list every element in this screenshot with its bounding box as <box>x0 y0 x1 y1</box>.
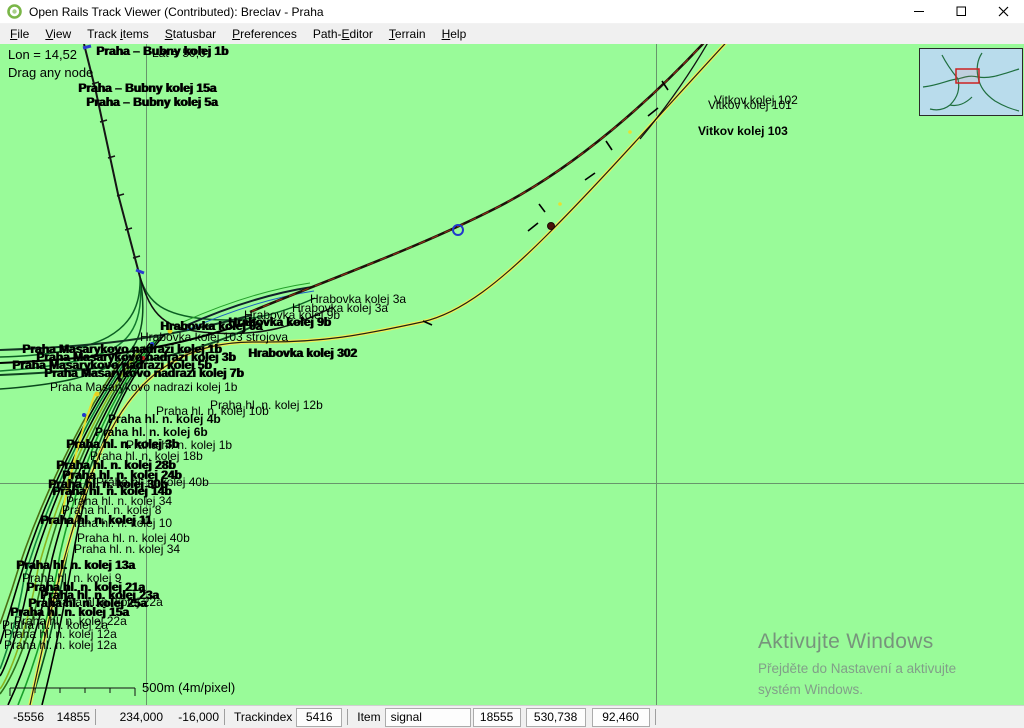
menu-item-preferences[interactable]: Preferences <box>232 27 297 41</box>
tile-grid <box>0 44 1024 705</box>
minimize-button[interactable] <box>898 0 940 24</box>
menu-bar: File View Track items Statusbar Preferences P… <box>0 24 1024 44</box>
location-x-value: 234,000 <box>119 710 163 724</box>
path-node-marker <box>547 222 555 230</box>
close-button[interactable] <box>982 0 1024 24</box>
item-value-3: 92,460 <box>591 707 650 727</box>
track-bubny-line <box>82 44 145 278</box>
closest-node-marker <box>452 224 464 236</box>
trackindex-value: 5416 <box>296 707 343 727</box>
statusbar-separator <box>95 709 96 725</box>
statusbar-separator <box>347 709 349 725</box>
scale-bar <box>9 687 136 696</box>
track-item-markers <box>422 80 669 326</box>
cursor-x-value: -5556 <box>13 710 44 724</box>
open-rails-logo-icon <box>7 4 22 19</box>
item-label: Item <box>357 710 381 724</box>
maximize-button[interactable] <box>940 0 982 24</box>
track-selected-path <box>28 44 728 705</box>
trackindex-label: Trackindex <box>234 710 293 724</box>
statusbar-separator <box>654 709 656 725</box>
statusbar-separator <box>224 709 225 725</box>
track-hrabovka-connector <box>182 282 315 331</box>
item-value-1: 18555 <box>472 707 521 727</box>
minimap-viewport-rect <box>955 68 980 84</box>
item-type-value: signal <box>384 707 471 727</box>
scale-bar-label: 500m (4m/pixel) <box>142 680 236 695</box>
longitude-readout: Lon = 14,52 <box>8 47 78 62</box>
menu-item-help[interactable]: Help <box>441 27 467 41</box>
menu-item-terrain[interactable]: Terrain <box>388 27 426 41</box>
menu-item-statusbar[interactable]: Statusbar <box>164 27 217 41</box>
cursor-y-value: 14855 <box>56 710 90 724</box>
location-z-value: -16,000 <box>178 710 219 724</box>
minimap[interactable] <box>919 48 1023 116</box>
status-bar: -5556 14855 234,000 -16,000 Trackindex 5… <box>0 705 1024 728</box>
track-map-drawing <box>0 44 1024 705</box>
window-title: Open Rails Track Viewer (Contributed): B… <box>29 4 324 19</box>
menu-item-file[interactable]: File <box>10 27 30 41</box>
item-value-2: 530,738 <box>525 707 586 727</box>
fan-item-dots <box>82 130 632 417</box>
window-titlebar[interactable]: Open Rails Track Viewer (Contributed): B… <box>0 0 1024 24</box>
menu-item-track-items[interactable]: Track items <box>87 27 149 41</box>
track-main-line <box>249 44 705 314</box>
cursor-info-overlay: Lon = 14,52 Drag any node <box>8 46 93 82</box>
drag-hint-text: Drag any node <box>8 65 94 80</box>
menu-item-path-editor[interactable]: Path-Editor <box>312 27 373 41</box>
map-canvas[interactable]: Praha – Bubny kolej 1b Lat = 50,0 Praha – … <box>0 44 1024 705</box>
menu-item-view[interactable]: View <box>45 27 72 41</box>
